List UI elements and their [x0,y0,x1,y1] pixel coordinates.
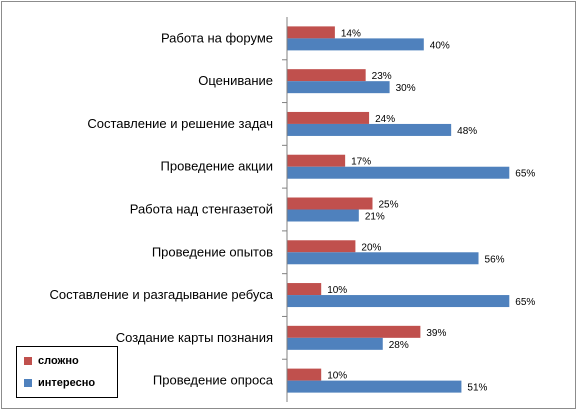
data-label: 25% [379,200,399,211]
bar-series-2 [287,38,424,51]
data-label: 65% [515,297,535,308]
bar-series-2 [287,295,510,308]
legend-item-series-2: интересно [24,376,95,390]
bar-series-2 [287,252,479,265]
bar-series-1 [287,26,335,39]
bar-series-1 [287,111,370,124]
data-label: 23% [372,71,392,82]
data-label: 39% [426,328,446,339]
bar-series-2 [287,123,452,136]
bar-series-1 [287,283,322,296]
category-label: Проведение акции [161,159,274,174]
category-label: Работа над стенгазетой [130,202,273,217]
bar-series-1 [287,368,322,381]
legend-item-series-1: сложно [24,354,79,368]
data-label: 40% [430,40,450,51]
bar-series-2 [287,81,390,94]
data-label: 24% [375,114,395,125]
data-label: 51% [467,383,487,394]
category-label: Составление и разгадывание ребуса [50,287,274,302]
bar-series-1 [287,325,421,338]
bar-series-2 [287,209,359,222]
legend-swatch-series-1 [24,357,32,365]
data-label: 65% [515,169,535,180]
data-label: 30% [396,83,416,94]
plot-area: Работа на форуме 14% 40% Оценивание 23% 30% Со… [50,17,535,402]
category-label: Работа на форуме [161,30,273,45]
bar-series-1 [287,154,346,167]
bar-series-1 [287,197,373,210]
category-label: Оценивание [198,73,273,88]
category-label: Проведение опытов [152,244,273,259]
bar-series-2 [287,337,383,350]
data-label: 21% [365,212,385,223]
category-label: Составление и решение задач [87,116,273,131]
bar-series-1 [287,69,366,82]
bar-series-1 [287,240,356,253]
data-label: 17% [351,157,371,168]
data-label: 28% [389,340,409,351]
data-label: 10% [327,371,347,382]
data-label: 10% [327,285,347,296]
legend-label-series-1: сложно [38,355,79,367]
data-label: 48% [457,126,477,137]
data-label: 56% [485,254,505,265]
data-label: 14% [341,28,361,39]
legend-label-series-2: интересно [38,377,96,389]
category-label: Проведение опроса [153,373,274,388]
bar-series-2 [287,166,510,179]
legend-swatch-series-2 [24,379,32,387]
bar-series-2 [287,380,462,393]
data-label: 20% [361,242,381,253]
category-label: Создание карты познания [116,330,273,345]
legend: сложно интересно [16,346,118,398]
